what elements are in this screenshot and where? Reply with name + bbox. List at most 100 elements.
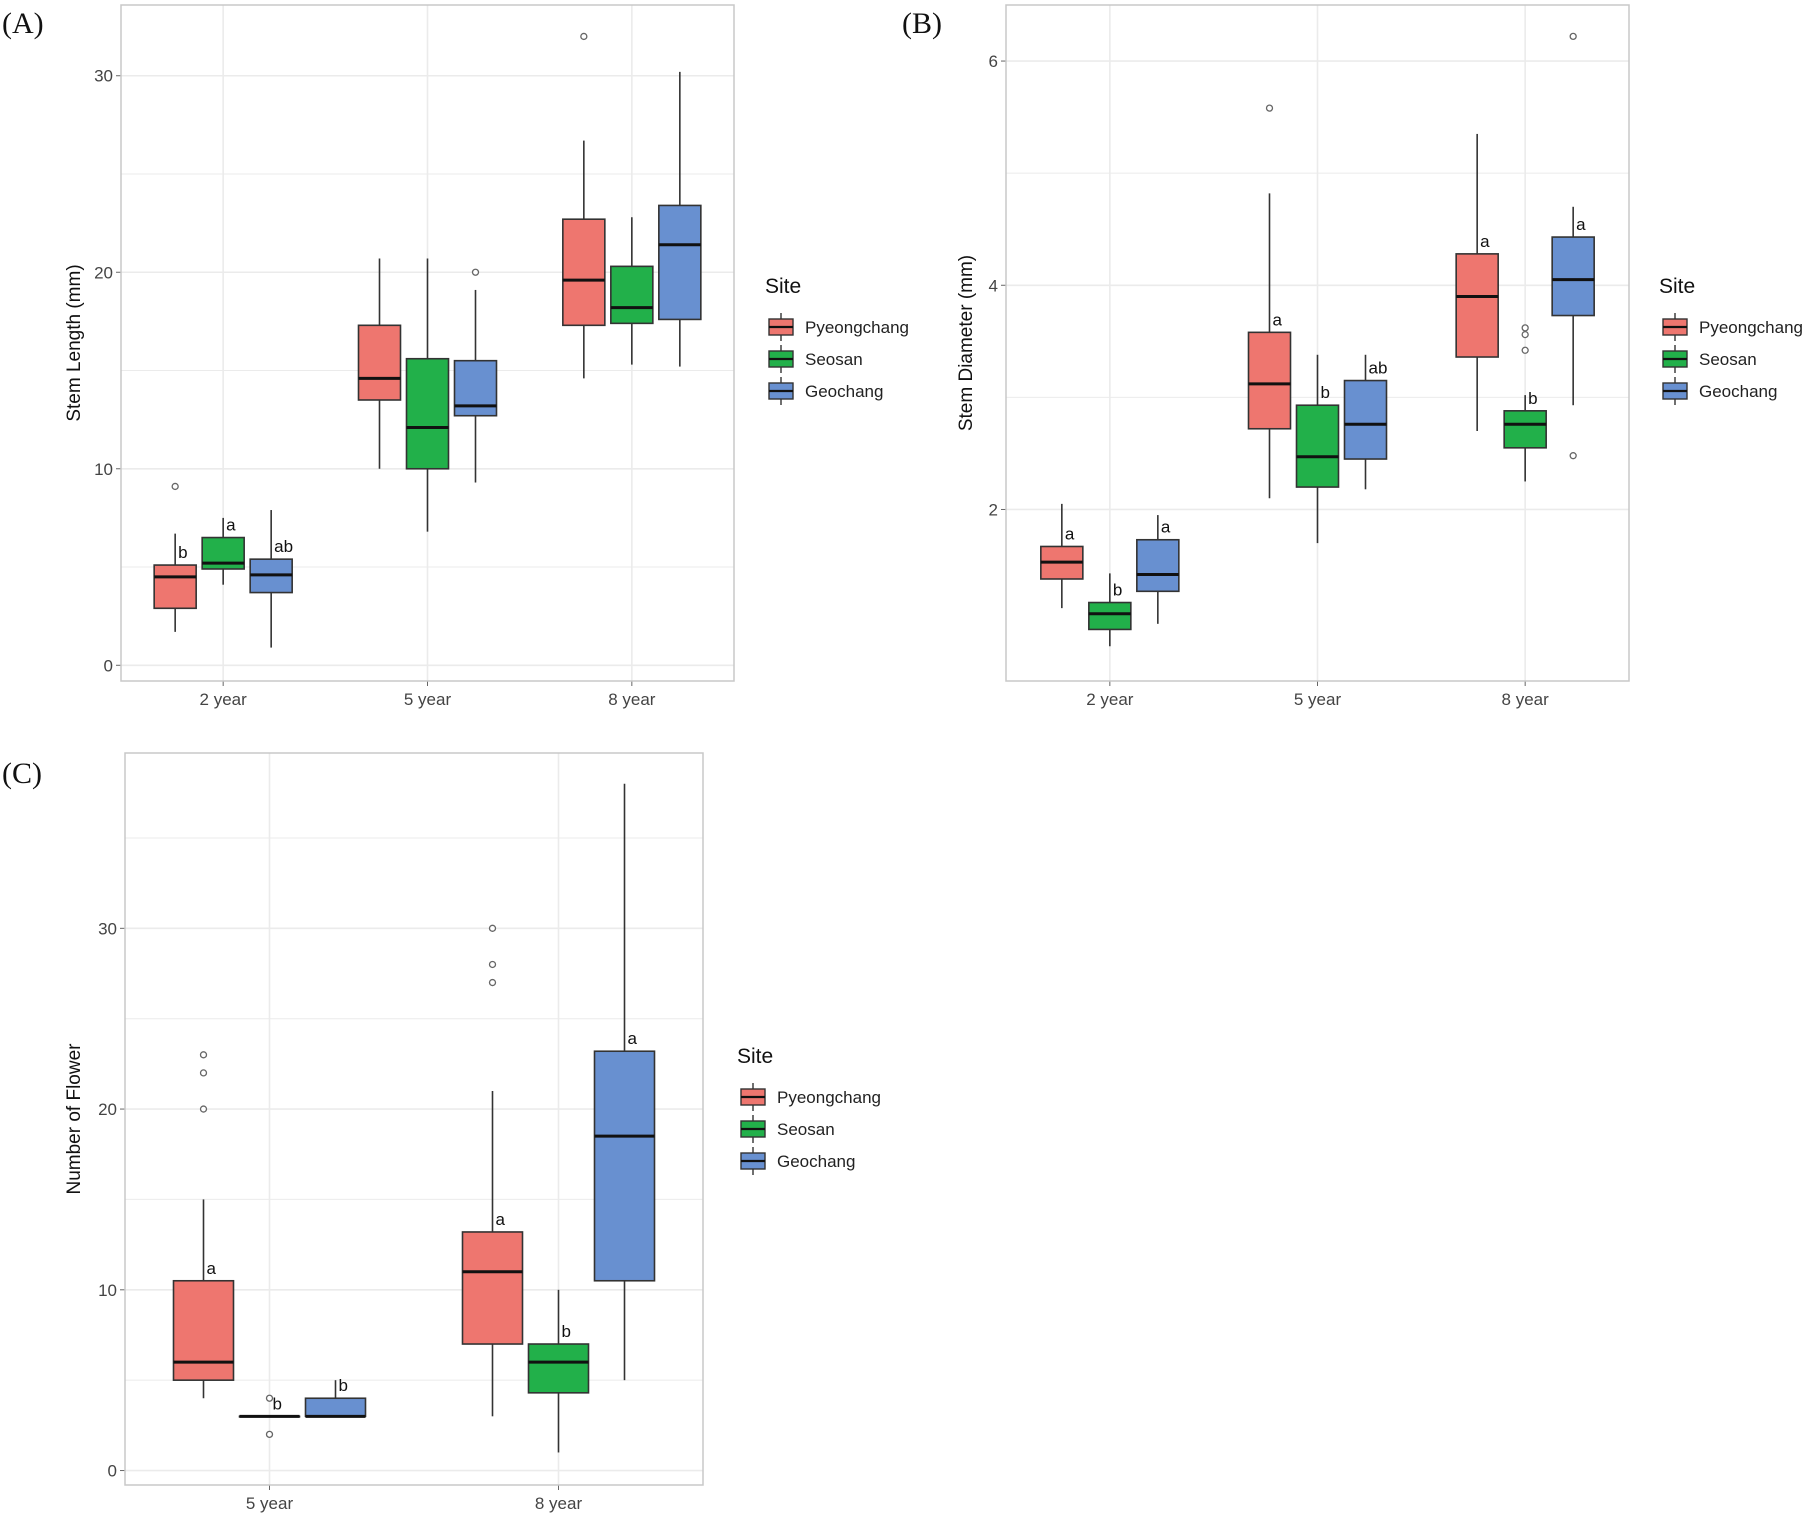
outlier-point (171, 482, 179, 491)
significance-letter: ab (274, 537, 293, 556)
box-geochang-8-year: a (1551, 32, 1595, 460)
box-body (357, 324, 402, 401)
box-body (405, 357, 450, 470)
legend-label-seosan: Seosan (1699, 350, 1757, 369)
box-body (527, 1343, 590, 1394)
box-pyeongchang-8-year: a (461, 924, 524, 1417)
box-body (461, 1231, 524, 1345)
box-seosan-5-year: b (238, 1394, 301, 1439)
significance-letter: a (1161, 518, 1171, 537)
box-body (1295, 404, 1340, 488)
x-tick-label: 5 year (404, 690, 452, 709)
box-body (1247, 331, 1292, 430)
box-body (593, 1050, 656, 1282)
y-tick-label: 10 (94, 460, 113, 479)
y-tick-label: 6 (989, 52, 998, 71)
box-pyeongchang-8-year: a (1455, 133, 1499, 432)
box-pyeongchang-5-year: a (1247, 104, 1292, 499)
outlier-point (265, 1430, 274, 1439)
x-tick-label: 8 year (608, 690, 656, 709)
box-body (153, 564, 197, 610)
outlier-point (471, 268, 480, 276)
significance-letter: ab (1369, 359, 1388, 378)
legend-label-geochang: Geochang (805, 382, 883, 401)
x-tick-label: 5 year (1294, 690, 1342, 709)
box-seosan-5-year: b (1295, 354, 1340, 544)
outlier-point (1521, 330, 1529, 339)
box-geochang-8-year: a (593, 783, 656, 1381)
outlier-point (265, 1394, 274, 1402)
outlier-point (488, 960, 497, 969)
legend-label-seosan: Seosan (805, 350, 863, 369)
significance-letter: b (178, 543, 187, 562)
significance-letter: a (1576, 215, 1586, 234)
x-tick-label: 2 year (1086, 690, 1134, 709)
y-tick-label: 20 (98, 1100, 117, 1119)
y-tick-label: 0 (108, 1462, 117, 1481)
outlier-point (199, 1105, 208, 1113)
box-pyeongchang-5-year (357, 258, 402, 469)
legend-label-geochang: Geochang (777, 1152, 855, 1171)
legend-label-pyeongchang: Pyeongchang (805, 318, 909, 337)
outlier-point (199, 1051, 208, 1059)
box-body (562, 218, 606, 327)
box-pyeongchang-8-year (562, 32, 606, 379)
box-geochang-5-year: ab (1343, 354, 1388, 490)
box-body (658, 204, 702, 321)
significance-letter: b (1321, 383, 1330, 402)
y-tick-label: 20 (94, 263, 113, 282)
y-tick-label: 10 (98, 1281, 117, 1300)
legend-label-pyeongchang: Pyeongchang (1699, 318, 1803, 337)
panel-label: (B) (902, 7, 942, 40)
significance-letter: b (339, 1376, 348, 1395)
box-body (1455, 253, 1499, 358)
outlier-point (1569, 32, 1577, 41)
significance-letter: a (1065, 524, 1075, 543)
outlier-point (488, 978, 497, 987)
x-tick-label: 8 year (1502, 690, 1550, 709)
panel-label: (C) (2, 757, 42, 790)
box-seosan-2-year: a (201, 516, 245, 585)
legend: Site Pyeongchang Seosan Geochang (737, 1045, 881, 1175)
significance-letter: a (628, 1029, 638, 1048)
significance-letter: b (1113, 581, 1122, 600)
box-seosan-5-year (405, 258, 450, 532)
box-pyeongchang-2-year: a (1040, 503, 1084, 609)
box-body (304, 1397, 367, 1418)
outlier-point (1569, 452, 1577, 460)
panel-label: (A) (2, 7, 44, 40)
significance-letter: b (273, 1394, 282, 1413)
box-seosan-2-year: b (1088, 573, 1132, 647)
chart-panel-3: (C) 0 10 20 30 5 year 8 year Number of Flower a a… (2, 752, 881, 1513)
y-axis-title: Number of Flower (64, 1043, 85, 1195)
box-geochang-2-year: a (1136, 515, 1180, 624)
box-pyeongchang-2-year: b (153, 482, 197, 632)
significance-letter: a (1480, 232, 1490, 251)
outlier-point (1265, 104, 1274, 112)
box-seosan-8-year (610, 217, 654, 365)
y-tick-label: 4 (989, 276, 998, 295)
box-body (1343, 379, 1388, 460)
box-geochang-8-year (658, 71, 702, 367)
legend-title: Site (765, 275, 801, 298)
outlier-point (1521, 324, 1529, 332)
box-body (453, 359, 498, 417)
chart-panel-2: (B) 2 4 6 2 year 5 year 8 year Stem Diameter (m… (902, 4, 1803, 709)
legend: Site Pyeongchang Seosan Geochang (765, 275, 909, 405)
plot-frame (124, 752, 704, 1486)
legend: Site Pyeongchang Seosan Geochang (1659, 275, 1803, 405)
x-tick-label: 5 year (246, 1494, 294, 1513)
y-tick-label: 2 (989, 500, 998, 519)
significance-letter: b (562, 1322, 571, 1341)
significance-letter: a (226, 516, 236, 535)
box-body (610, 265, 654, 325)
box-seosan-8-year: b (1503, 324, 1547, 482)
x-tick-label: 2 year (200, 690, 248, 709)
outlier-point (488, 924, 497, 932)
y-tick-label: 30 (94, 67, 113, 86)
y-tick-label: 0 (104, 656, 113, 675)
plot-frame (1005, 4, 1630, 682)
significance-letter: a (1273, 310, 1283, 329)
plot-frame (120, 4, 735, 682)
